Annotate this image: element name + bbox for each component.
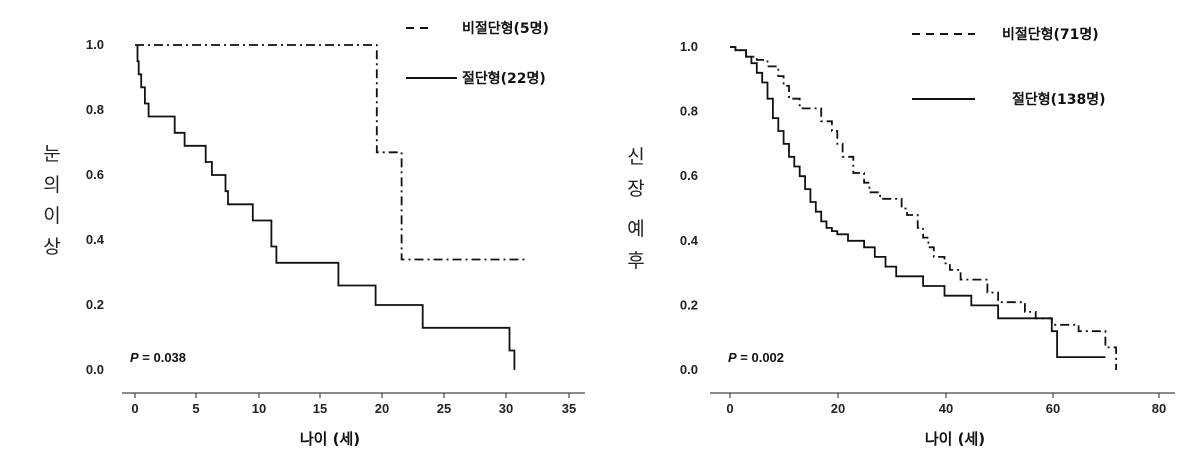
y-tick-label: 1.0 — [86, 37, 104, 52]
x-tick-label: 60 — [1046, 401, 1060, 416]
chart-panel-eye-abnormality: 0 5 10 15 20 25 30 35 0.0 0.2 0.4 0.6 0.8 1.0 나이 (세) 눈 의… — [43, 20, 585, 448]
x-tick-label: 80 — [1152, 401, 1166, 416]
x-axis-title: 나이 (세) — [300, 430, 360, 448]
y-tick-label: 0.8 — [680, 104, 698, 119]
x-tick-label: 25 — [437, 401, 451, 416]
y-tick-label: 0.8 — [86, 102, 104, 117]
x-tick-label: 40 — [939, 401, 953, 416]
x-tick-label: 20 — [375, 401, 389, 416]
chart-eye-abnormality: 0 5 10 15 20 25 30 35 0.0 0.2 0.4 0.6 0.8 1.0 나이 (세) 눈 의… — [43, 20, 585, 448]
y-tick-label: 0.0 — [86, 362, 104, 377]
x-tick-label: 5 — [192, 401, 199, 416]
x-tick-label: 0 — [131, 401, 138, 416]
x-tick-label: 30 — [499, 401, 513, 416]
series-line-noncut — [135, 44, 526, 261]
y-tick-label: 0.0 — [680, 362, 698, 377]
legend-cut-label: 절단형(138명) — [1012, 91, 1106, 108]
legend-noncut-label: 비절단형(71명) — [1002, 26, 1099, 43]
y-tick-label: 0.4 — [680, 233, 699, 248]
chart-renal-prognosis: 0 20 40 60 80 0.0 0.2 0.4 0.6 0.8 1.0 나이 (세) 신 장 예 후 비절단… — [627, 26, 1175, 448]
series-line-noncut — [730, 46, 1117, 370]
x-tick-label: 35 — [562, 401, 576, 416]
y-tick-label: 0.6 — [680, 168, 698, 183]
y-tick-label: 0.4 — [86, 232, 105, 247]
y-tick-label: 1.0 — [680, 39, 698, 54]
legend-noncut-label: 비절단형(5명) — [462, 20, 549, 37]
chart-panel-renal-prognosis: 0 20 40 60 80 0.0 0.2 0.4 0.6 0.8 1.0 나이 (세) 신 장 예 후 비절단… — [600, 0, 1200, 475]
x-tick-label: 10 — [252, 401, 266, 416]
y-tick-label: 0.2 — [86, 297, 104, 312]
x-tick-label: 15 — [313, 401, 327, 416]
y-tick-label: 0.2 — [680, 297, 698, 312]
p-value-annotation: P = 0.002 — [728, 350, 784, 365]
x-axis-title: 나이 (세) — [925, 430, 985, 448]
series-line-cut — [730, 46, 1106, 358]
y-tick-label: 0.6 — [86, 167, 104, 182]
x-tick-label: 20 — [831, 401, 845, 416]
legend-cut-label: 절단형(22명) — [462, 70, 546, 87]
series-line-cut — [136, 45, 516, 370]
p-value-annotation: P = 0.038 — [130, 350, 186, 365]
x-tick-label: 0 — [726, 401, 733, 416]
